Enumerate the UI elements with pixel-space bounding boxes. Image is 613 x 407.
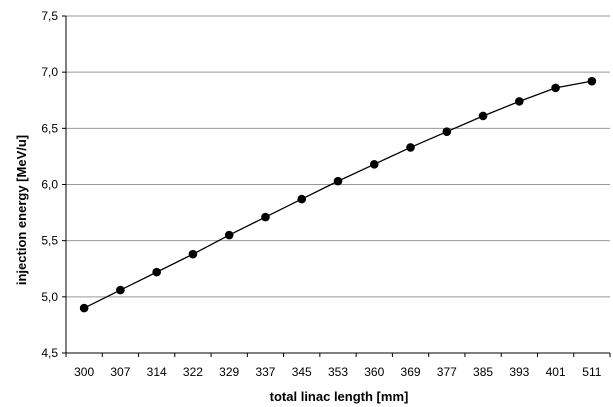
y-tick-label: 5,0 [41, 290, 58, 304]
x-tick-label: 314 [147, 365, 167, 379]
x-tick-label: 369 [401, 365, 421, 379]
y-tick-label: 4,5 [41, 346, 58, 360]
x-tick-label: 401 [546, 365, 566, 379]
data-point [224, 230, 234, 240]
data-point [478, 111, 488, 121]
x-tick-label: 393 [509, 365, 529, 379]
data-point [261, 212, 270, 222]
axes [62, 15, 611, 357]
data-point [406, 143, 415, 152]
y-axis-title: injection energy [MeV/u] [14, 135, 29, 285]
data-point [297, 194, 307, 204]
y-tick-label: 7,5 [41, 9, 58, 23]
x-tick-label: 511 [582, 365, 601, 379]
data-point [116, 285, 125, 295]
y-tick-label: 6,5 [41, 121, 58, 135]
x-tick-label: 300 [74, 365, 94, 379]
x-tick-label: 385 [473, 365, 493, 379]
data-point [79, 303, 89, 313]
x-tick-label: 329 [219, 365, 239, 379]
y-tick-label: 5,5 [41, 234, 58, 248]
data-point [152, 267, 161, 277]
grid-lines [66, 15, 610, 298]
x-tick-label: 360 [364, 365, 384, 379]
x-tick-label: 322 [183, 365, 203, 379]
x-tick-label: 337 [255, 365, 275, 379]
data-point [551, 83, 560, 93]
y-tick-labels: 4,5 5,0 5,5 6,0 6,5 7,0 7,5 [41, 9, 58, 360]
data-point [333, 176, 343, 186]
x-tick-labels: 300 307 314 322 329 337 345 353 360 369 377 385 393 4… [74, 365, 602, 379]
data-point [188, 249, 198, 259]
data-point [369, 159, 379, 169]
x-tick-label: 353 [328, 365, 348, 379]
y-tick-label: 7,0 [41, 65, 58, 79]
x-tick-label: 345 [292, 365, 312, 379]
data-series [79, 76, 597, 313]
x-tick-label: 307 [110, 365, 130, 379]
data-point [442, 127, 452, 137]
x-tick-label: 377 [437, 365, 457, 379]
y-tick-label: 6,0 [41, 178, 58, 192]
x-axis-title: total linac length [mm] [270, 389, 409, 404]
data-point [515, 97, 524, 106]
data-point [587, 76, 597, 86]
